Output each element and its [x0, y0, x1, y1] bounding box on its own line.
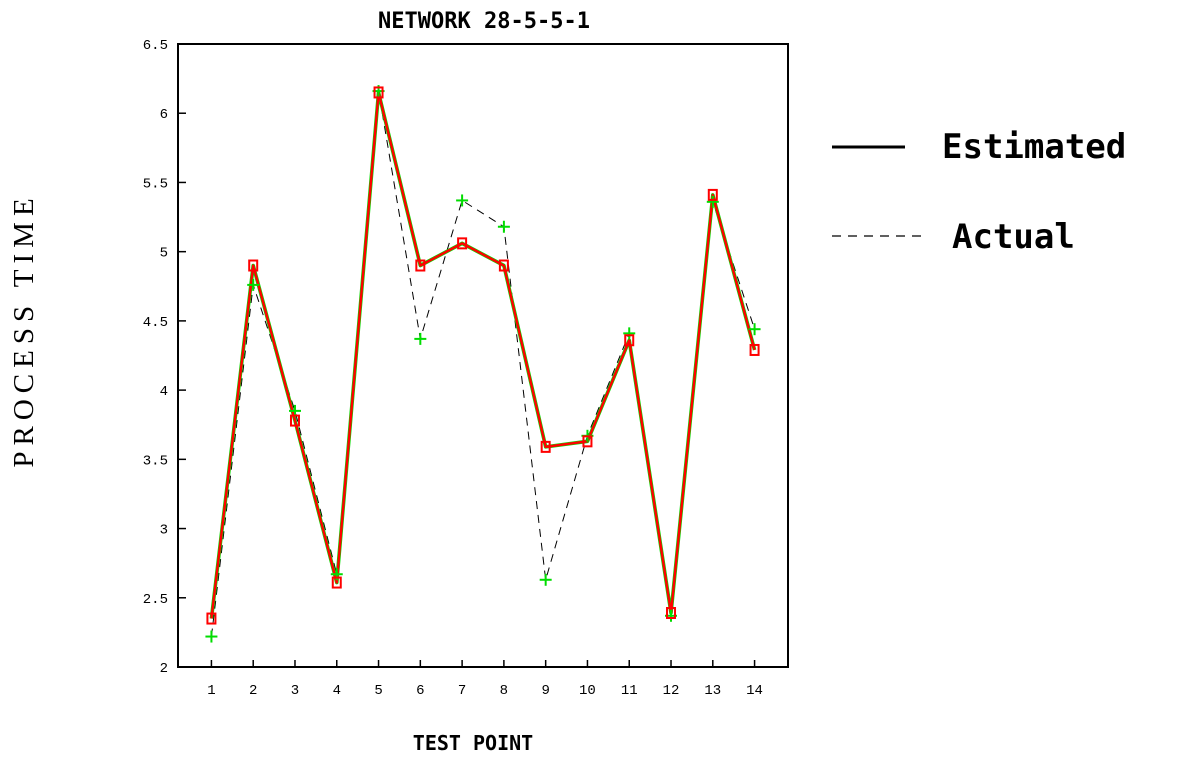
x-tick-label: 8 [500, 683, 508, 699]
estimated-point [331, 576, 342, 589]
y-tick-label: 5.5 [143, 176, 168, 192]
x-tick-label: 9 [541, 683, 549, 699]
x-tick-label: 11 [621, 683, 638, 699]
actual-point [414, 332, 427, 345]
estimated-point [707, 188, 718, 201]
estimated-point [666, 607, 677, 620]
actual-point [497, 220, 510, 233]
estimated-point [749, 343, 760, 356]
legend-actual-label: Actual [952, 217, 1075, 257]
y-tick-label: 6 [160, 107, 168, 123]
x-tick-label: 13 [704, 683, 721, 699]
actual-point [205, 630, 218, 643]
estimated-point [540, 440, 551, 453]
x-tick-label: 1 [207, 683, 215, 699]
x-tick-label: 4 [333, 683, 341, 699]
estimated-point [624, 334, 635, 347]
legend-estimated-label: Estimated [942, 127, 1126, 167]
x-tick-label: 10 [579, 683, 596, 699]
x-tick-label: 5 [374, 683, 382, 699]
y-tick-label: 6.5 [143, 38, 168, 54]
actual-series-line [210, 90, 756, 637]
actual-point [706, 195, 719, 208]
x-tick-label: 12 [663, 683, 680, 699]
y-tick-label: 4.5 [143, 315, 168, 331]
estimated-series-line [210, 91, 756, 619]
actual-point [456, 194, 469, 207]
estimated-point [373, 86, 384, 99]
estimated-point [289, 414, 300, 427]
estimated-series-shadow [209, 90, 757, 619]
actual-point [748, 323, 761, 336]
y-axis-title: PROCESS TIME [8, 192, 40, 467]
y-tick-label: 5 [160, 246, 168, 262]
series-layer [205, 85, 761, 643]
y-tick-label: 2 [160, 661, 168, 677]
x-tick-label: 7 [458, 683, 466, 699]
x-axis: 1 2 3 4 5 6 7 8 9 10 11 12 13 14 [207, 660, 763, 699]
estimated-point [248, 259, 259, 272]
y-tick-label: 3 [160, 523, 168, 539]
x-tick-label: 6 [416, 683, 424, 699]
x-tick-label: 14 [746, 683, 763, 699]
legend: Estimated Actual [832, 127, 1126, 257]
plot-frame [177, 43, 789, 668]
estimated-point [206, 612, 217, 625]
y-tick-label: 3.5 [143, 453, 168, 469]
estimated-point [457, 237, 468, 250]
estimated-point [498, 259, 509, 272]
actual-point [247, 278, 260, 291]
actual-point [623, 327, 636, 340]
x-tick-label: 2 [249, 683, 257, 699]
y-axis: 2 2.5 3 3.5 4 4.5 5 5.5 6 6.5 [143, 38, 186, 677]
x-axis-title: TEST POINT [413, 731, 533, 755]
estimated-point [582, 435, 593, 448]
actual-point [539, 573, 552, 586]
x-tick-label: 3 [291, 683, 299, 699]
y-tick-label: 2.5 [143, 592, 168, 608]
estimated-point [415, 259, 426, 272]
y-tick-label: 4 [160, 384, 168, 400]
chart-title: NETWORK 28-5-5-1 [378, 9, 590, 34]
